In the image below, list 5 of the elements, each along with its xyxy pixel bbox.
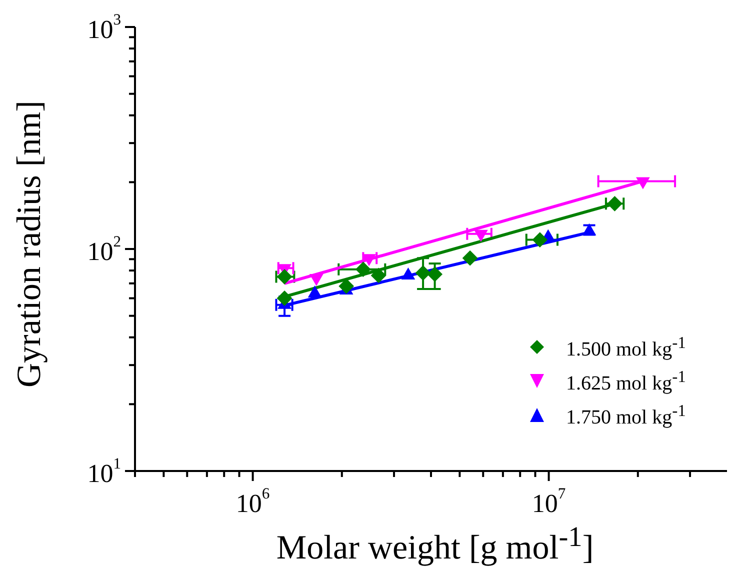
legend-label: 1.625 mol kg$^{-1}$ <box>566 366 686 396</box>
legend-label: 1.750 mol kg$^{-1}$ <box>566 400 686 430</box>
x-axis-title: Molar weight [g mol$^{-1}$] <box>275 522 595 568</box>
y-axis-title: Gyration radius [nm] <box>11 99 49 390</box>
legend-label: 1.500 mol kg$^{-1}$ <box>566 332 686 362</box>
